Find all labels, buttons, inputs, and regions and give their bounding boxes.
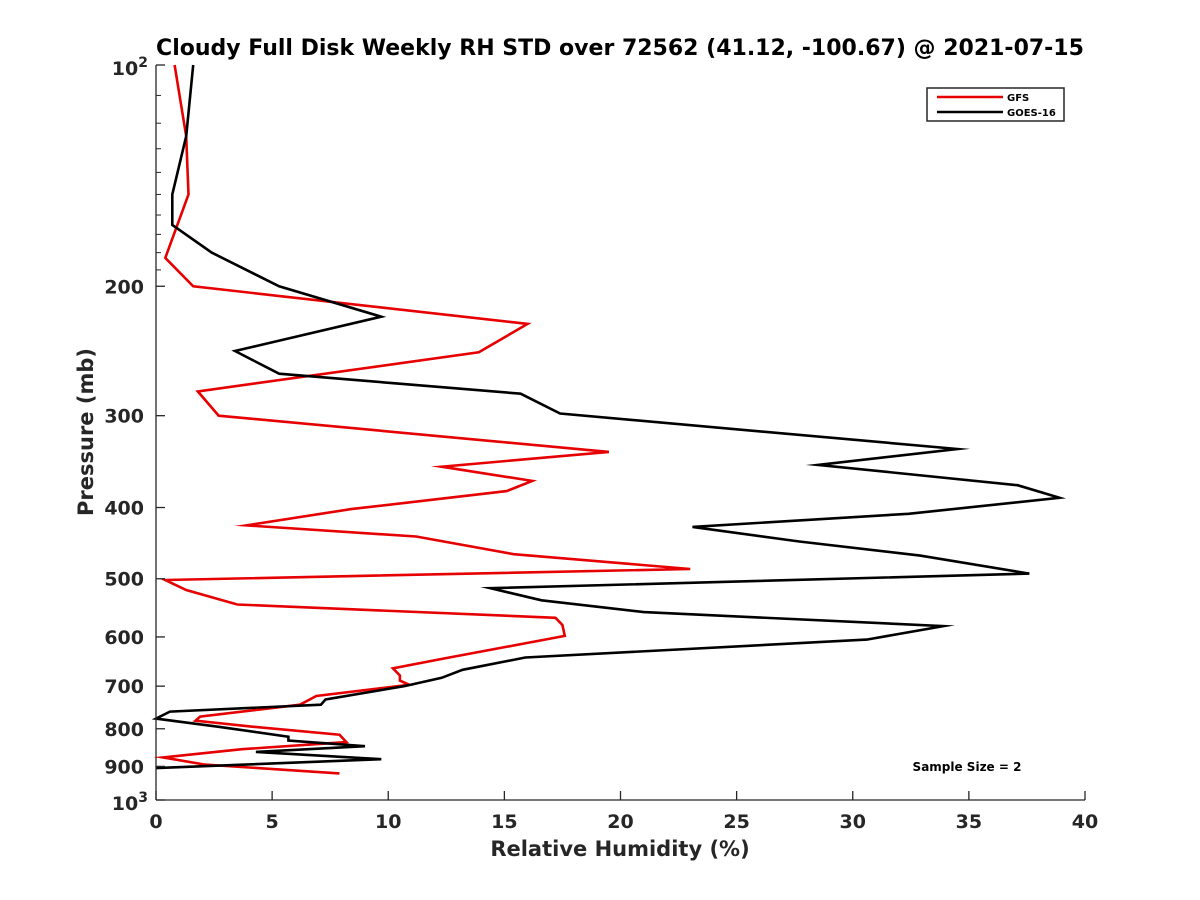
x-axis-label: Relative Humidity (%) <box>490 837 749 861</box>
y-tick-label: 800 <box>104 719 144 741</box>
x-tick-label: 10 <box>375 811 401 833</box>
x-tick-label: 15 <box>491 811 517 833</box>
series-line-goes-16 <box>151 64 1067 770</box>
y-tick-label: 200 <box>104 276 144 298</box>
x-tick-label: 35 <box>956 811 982 833</box>
y-tick-label: 102 <box>112 55 148 80</box>
legend-label-gfs: GFS <box>1007 93 1029 104</box>
series-line-gfs <box>153 64 691 775</box>
legend: GFS GOES-16 <box>926 87 1065 122</box>
legend-label-goes-16: GOES-16 <box>1007 108 1056 119</box>
y-tick-label: 700 <box>104 676 144 698</box>
y-tick-label: 900 <box>104 756 144 778</box>
y-tick-label: 600 <box>104 627 144 649</box>
x-tick-label: 25 <box>723 811 749 833</box>
x-tick-label: 5 <box>266 811 279 833</box>
y-axis-label: Pressure (mb) <box>74 348 98 516</box>
x-tick-label: 40 <box>1072 811 1098 833</box>
y-tick-label: 400 <box>104 498 144 520</box>
chart-title: Cloudy Full Disk Weekly RH STD over 7256… <box>156 36 1084 61</box>
x-tick-label: 30 <box>840 811 866 833</box>
y-tick-label: 500 <box>104 569 144 591</box>
legend-box <box>926 87 1065 122</box>
x-tick-label: 20 <box>607 811 633 833</box>
plot-area: 0 5 10 15 20 25 30 35 40 200 300 400 500 600 700 800 900… <box>104 55 1098 833</box>
sample-size-annotation: Sample Size = 2 <box>913 760 1022 774</box>
x-tick-label: 0 <box>149 811 162 833</box>
y-tick-label: 103 <box>112 790 148 815</box>
y-tick-label: 300 <box>104 406 144 428</box>
